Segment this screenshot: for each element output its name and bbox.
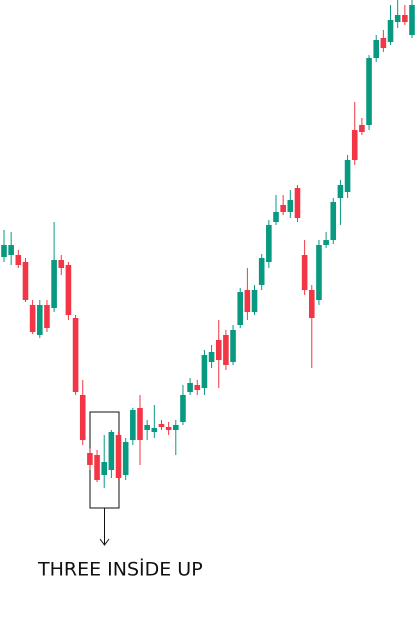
candle-body [44,305,50,328]
candle-body [366,58,372,125]
candle-body [15,255,22,265]
candle-body [165,427,172,430]
candle-body [409,5,415,35]
candle-body [144,425,150,430]
candle-body [8,245,14,255]
candle-body [1,245,7,257]
candle-body [122,442,129,475]
candle-body [151,428,158,432]
candle-body [65,265,72,315]
candle-body [94,455,100,480]
candle-body [301,255,308,290]
candle-body [337,185,344,198]
candle-body [380,38,387,48]
candle-body [266,225,272,262]
candle-body [194,385,201,390]
candle-body [115,435,122,478]
candle-body [223,335,229,365]
candle-body [387,20,394,42]
candle-body [251,290,258,312]
candle-body [323,240,329,245]
candle-body [287,200,294,212]
candle-body [308,290,315,318]
candle-body [180,395,186,422]
annotation: THREE INSİDE UP [37,558,203,581]
candle-body [79,395,86,440]
candle-body [51,260,57,308]
candle-body [215,340,222,360]
candle-body [158,424,165,427]
candle-body [359,125,365,132]
candle-body [137,408,143,440]
candle-body [201,355,208,388]
candle-body [394,15,401,22]
candle-body [36,305,43,335]
candle-body [330,202,337,240]
candle-body [101,462,108,475]
candle-body [402,15,408,22]
candle-body [58,260,65,268]
candle-body [351,130,358,160]
candle-body [187,383,193,392]
candle-body [72,318,79,392]
candle-body [208,352,215,362]
candle-body [316,245,322,300]
candle-body [230,330,236,362]
candle-body [22,262,29,300]
candle-body [29,305,36,332]
candle-body [280,205,286,212]
candle-body [373,40,380,58]
candle-body [87,453,93,465]
candle-body [237,292,244,325]
candle-body [130,410,136,440]
candle-body [244,290,251,312]
candle-body [344,160,351,192]
candle-body [108,432,115,470]
arrow-head [99,538,110,546]
candle-body [294,188,301,218]
candle-body [172,425,179,430]
candle-body [258,258,265,285]
candle-body [273,212,279,222]
